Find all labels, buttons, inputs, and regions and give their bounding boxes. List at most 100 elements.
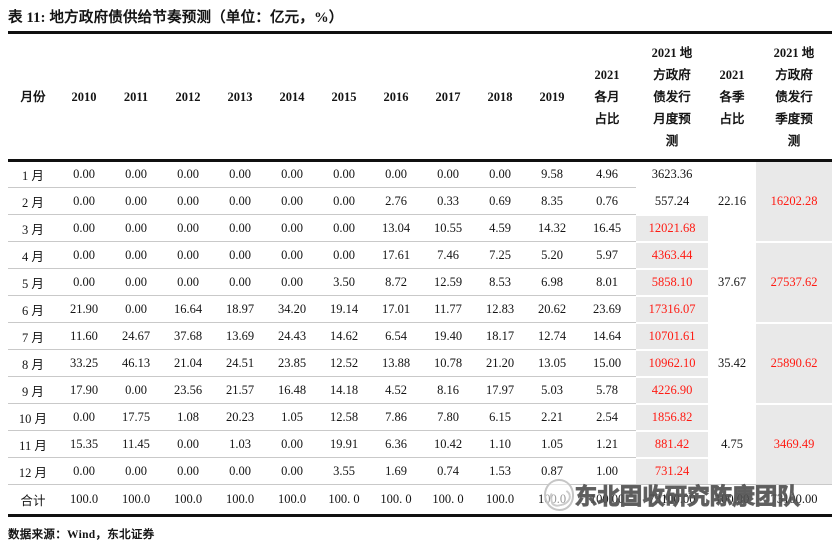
year-share-cell: 12.58: [318, 403, 370, 431]
row-label-month: 5 月: [8, 268, 58, 296]
month-share-cell: 1.21: [578, 430, 636, 458]
year-share-cell: 1.05: [526, 430, 578, 458]
year-share-cell: 0.00: [214, 187, 266, 215]
year-share-cell: 18.97: [214, 295, 266, 323]
header-row: 月份 2010 2011 2012 2013 2014 2015 2016 20…: [8, 32, 832, 162]
year-share-cell: 0.00: [318, 241, 370, 269]
year-share-cell: 15.35: [58, 430, 110, 458]
year-share-cell: 0.00: [162, 430, 214, 458]
quarter-share-cell: 4.75: [708, 402, 756, 485]
year-share-total-cell: 100.0: [110, 484, 162, 516]
col-header-2011: 2011: [110, 32, 162, 162]
year-share-cell: 10.55: [422, 214, 474, 242]
monthly-forecast-cell: 17316.07: [636, 294, 708, 323]
table-row: 11 月 15.35 11.45 0.00 1.03 0.00 19.91 6.36 10.42…: [8, 429, 832, 458]
year-share-total-cell: 100. 0: [422, 484, 474, 516]
table-row: 6 月 21.90 0.00 16.64 18.97 34.20 19.14 17.01 11.…: [8, 294, 832, 323]
quarter-share-cell: 37.67: [708, 240, 756, 323]
table-row: 3 月 0.00 0.00 0.00 0.00 0.00 0.00 13.04 10.55 4.5…: [8, 213, 832, 242]
year-share-cell: 0.00: [58, 403, 110, 431]
table-title: 表 11: 地方政府债供给节奏预测（单位：亿元，%）: [8, 10, 344, 26]
year-share-cell: 37.68: [162, 322, 214, 350]
year-share-cell: 21.04: [162, 349, 214, 377]
data-source-note: 数据来源：Wind，东北证券: [8, 529, 155, 541]
year-share-cell: 0.00: [489, 167, 511, 181]
year-share-cell: 3.50: [318, 268, 370, 296]
year-share-cell: 46.13: [110, 349, 162, 377]
year-share-total-cell: 100.0: [526, 484, 578, 516]
quarter-share-cell: 22.16: [717, 193, 747, 208]
year-share-cell: 0.00: [266, 430, 318, 458]
year-share-cell: 0.00: [214, 268, 266, 296]
year-share-cell: 6.15: [474, 403, 526, 431]
year-share-cell: 0.00: [266, 457, 318, 485]
year-share-cell: 17.01: [370, 295, 422, 323]
year-share-cell: 0.00: [214, 241, 266, 269]
month-share-cell: 0.76: [578, 187, 636, 215]
year-share-cell: 0.00: [229, 167, 251, 181]
col-header-2013: 2013: [214, 32, 266, 162]
year-share-cell: 34.20: [266, 295, 318, 323]
quarterly-forecast-cell: 25890.62: [756, 321, 832, 404]
year-share-cell: 20.23: [214, 403, 266, 431]
year-share-cell: 0.00: [266, 268, 318, 296]
row-label-month: 4 月: [8, 241, 58, 269]
year-share-cell: 0.00: [162, 214, 214, 242]
year-share-cell: 1.10: [474, 430, 526, 458]
year-share-cell: 0.74: [422, 457, 474, 485]
row-label-month: 8 月: [8, 349, 58, 377]
year-share-cell: 6.98: [526, 268, 578, 296]
table-row: 4 月 0.00 0.00 0.00 0.00 0.00 0.00 17.61 7.46 7.25…: [8, 240, 832, 323]
year-share-cell: 0.00: [162, 457, 214, 485]
col-header-2014: 2014: [266, 32, 318, 162]
year-share-cell: 8.16: [422, 376, 474, 404]
monthly-forecast-total-cell: 73100.00: [636, 484, 708, 516]
row-label-total: 合计: [8, 484, 58, 516]
year-share-cell: 0.00: [385, 167, 407, 181]
month-share-cell: 5.97: [578, 241, 636, 269]
col-header-2019: 2019: [526, 32, 578, 162]
year-share-cell: 0.69: [474, 187, 526, 215]
year-share-cell: 14.32: [526, 214, 578, 242]
year-share-cell: 18.17: [474, 322, 526, 350]
row-label-month: 2 月: [8, 187, 58, 215]
monthly-forecast-cell: 3623.36: [651, 166, 693, 181]
row-label-month: 10 月: [8, 403, 58, 431]
year-share-cell: 8.53: [474, 268, 526, 296]
year-share-cell: 0.00: [177, 167, 199, 181]
month-share-cell: 23.69: [578, 295, 636, 323]
year-share-cell: 0.00: [110, 241, 162, 269]
monthly-forecast-cell: 881.42: [636, 429, 708, 458]
year-share-cell: 21.20: [474, 349, 526, 377]
year-share-cell: 0.00: [110, 268, 162, 296]
table-body: 1 月 0.00 0.00 0.00 0.00 0.00 0.00 0.00 0.00 0.00 9…: [8, 160, 832, 516]
year-share-cell: 17.61: [370, 241, 422, 269]
year-share-cell: 0.87: [526, 457, 578, 485]
year-share-cell: 6.54: [370, 322, 422, 350]
year-share-cell: 7.80: [422, 403, 474, 431]
monthly-forecast-cell: 731.24: [636, 456, 708, 485]
year-share-cell: 0.00: [266, 214, 318, 242]
col-header-quarter-share: 2021 各季 占比: [708, 32, 756, 162]
year-share-cell: 16.64: [162, 295, 214, 323]
month-share-cell: 8.01: [578, 268, 636, 296]
year-share-cell: 0.00: [162, 241, 214, 269]
col-header-2015: 2015: [318, 32, 370, 162]
table-row: 1 月 0.00 0.00 0.00 0.00 0.00 0.00 0.00 0.00 0.00 9…: [8, 160, 832, 242]
year-share-cell: 33.25: [58, 349, 110, 377]
row-label-month: 12 月: [8, 457, 58, 485]
year-share-cell: 13.04: [370, 214, 422, 242]
quarterly-forecast-cell: 3469.49: [756, 402, 832, 485]
year-share-cell: 5.20: [526, 241, 578, 269]
monthly-forecast-cell: 10962.10: [636, 348, 708, 377]
year-share-total-cell: 100.0: [214, 484, 266, 516]
year-share-total-cell: 100.0: [474, 484, 526, 516]
year-share-cell: 19.40: [422, 322, 474, 350]
year-share-cell: 0.00: [110, 376, 162, 404]
col-header-2010: 2010: [58, 32, 110, 162]
col-header-quarterly-forecast: 2021 地 方政府 债发行 季度预 测: [756, 32, 832, 162]
monthly-forecast-cell: 1856.82: [636, 402, 708, 431]
year-share-cell: 0.00: [110, 187, 162, 215]
year-share-cell: 12.83: [474, 295, 526, 323]
